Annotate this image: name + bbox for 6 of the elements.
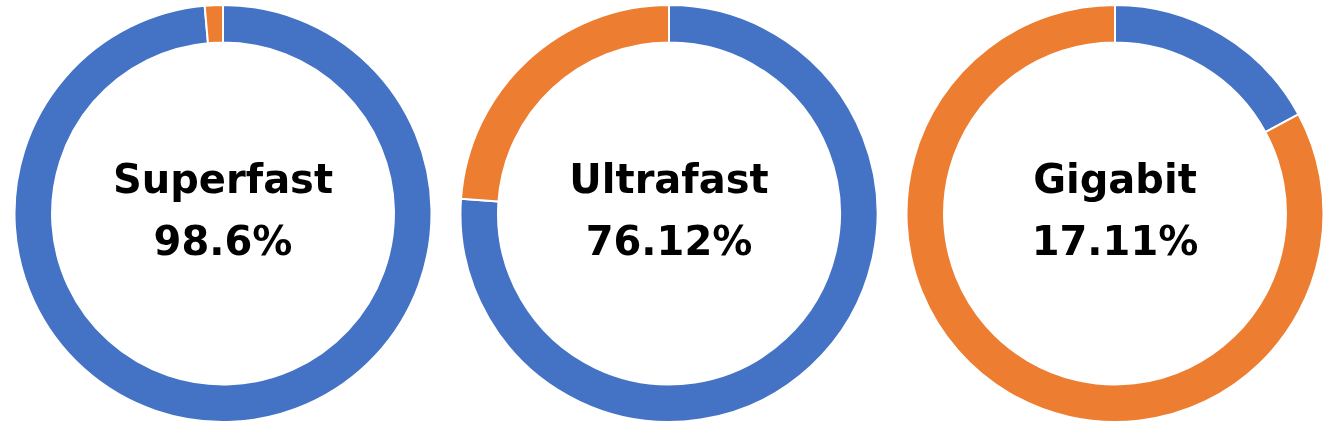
text: Ultrafast xyxy=(569,155,769,202)
text: Superfast xyxy=(112,155,334,202)
text: 17.11% xyxy=(1031,217,1199,264)
text: 98.6% xyxy=(153,217,293,264)
text: 76.12% xyxy=(585,217,753,264)
text: Gigabit xyxy=(1033,155,1197,202)
